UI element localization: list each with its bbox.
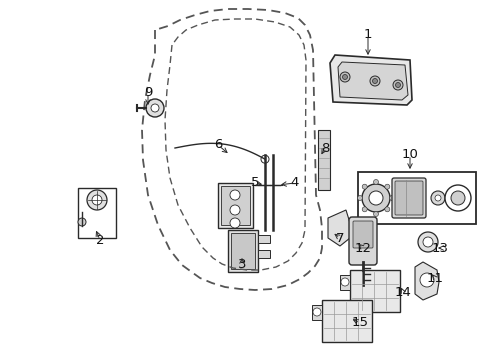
Bar xyxy=(258,250,269,258)
Circle shape xyxy=(361,184,389,212)
Polygon shape xyxy=(337,62,407,100)
Circle shape xyxy=(392,80,402,90)
Circle shape xyxy=(146,99,163,117)
Circle shape xyxy=(450,191,464,205)
Text: 13: 13 xyxy=(430,242,447,255)
Circle shape xyxy=(368,191,382,205)
Circle shape xyxy=(373,180,378,184)
Text: 4: 4 xyxy=(290,176,299,189)
Polygon shape xyxy=(414,262,438,300)
Circle shape xyxy=(389,195,394,201)
FancyBboxPatch shape xyxy=(321,300,371,342)
Polygon shape xyxy=(329,55,411,105)
Circle shape xyxy=(229,218,240,228)
Text: 11: 11 xyxy=(426,271,443,284)
Circle shape xyxy=(434,195,440,201)
Text: 1: 1 xyxy=(363,28,371,41)
Circle shape xyxy=(417,232,437,252)
Circle shape xyxy=(261,155,268,163)
Circle shape xyxy=(372,78,377,84)
Text: 10: 10 xyxy=(401,148,418,162)
Circle shape xyxy=(384,207,389,212)
Circle shape xyxy=(357,195,362,201)
Bar xyxy=(339,275,349,290)
Bar xyxy=(317,130,329,190)
FancyBboxPatch shape xyxy=(394,181,422,215)
Circle shape xyxy=(342,75,347,80)
Text: 2: 2 xyxy=(96,234,104,247)
Bar xyxy=(311,305,321,320)
Circle shape xyxy=(339,72,349,82)
Circle shape xyxy=(362,184,366,189)
Text: 15: 15 xyxy=(351,316,368,329)
Text: 6: 6 xyxy=(213,139,222,152)
Circle shape xyxy=(229,190,240,200)
Circle shape xyxy=(362,207,366,212)
Text: 3: 3 xyxy=(237,258,246,271)
FancyBboxPatch shape xyxy=(348,217,376,265)
Circle shape xyxy=(422,237,432,247)
Circle shape xyxy=(78,218,86,226)
Circle shape xyxy=(444,185,470,211)
Text: 5: 5 xyxy=(250,176,259,189)
Bar xyxy=(230,233,254,269)
Circle shape xyxy=(151,104,159,112)
Bar xyxy=(258,235,269,243)
Circle shape xyxy=(340,278,348,286)
FancyBboxPatch shape xyxy=(352,221,372,248)
Polygon shape xyxy=(327,210,349,246)
FancyBboxPatch shape xyxy=(391,178,425,218)
Circle shape xyxy=(373,211,378,216)
Bar xyxy=(227,230,258,272)
FancyBboxPatch shape xyxy=(218,183,252,228)
Circle shape xyxy=(92,195,102,205)
Circle shape xyxy=(229,205,240,215)
Bar xyxy=(357,172,475,224)
Text: 9: 9 xyxy=(143,86,152,99)
Circle shape xyxy=(87,190,107,210)
Text: 14: 14 xyxy=(394,285,410,298)
Text: 7: 7 xyxy=(335,231,344,244)
Circle shape xyxy=(312,308,320,316)
Circle shape xyxy=(430,191,444,205)
Circle shape xyxy=(419,273,433,287)
FancyBboxPatch shape xyxy=(221,186,249,225)
Bar xyxy=(78,188,116,238)
Circle shape xyxy=(369,76,379,86)
Text: 8: 8 xyxy=(320,141,328,154)
Text: 12: 12 xyxy=(354,242,371,255)
FancyBboxPatch shape xyxy=(349,270,399,312)
Circle shape xyxy=(384,184,389,189)
Circle shape xyxy=(395,82,400,87)
